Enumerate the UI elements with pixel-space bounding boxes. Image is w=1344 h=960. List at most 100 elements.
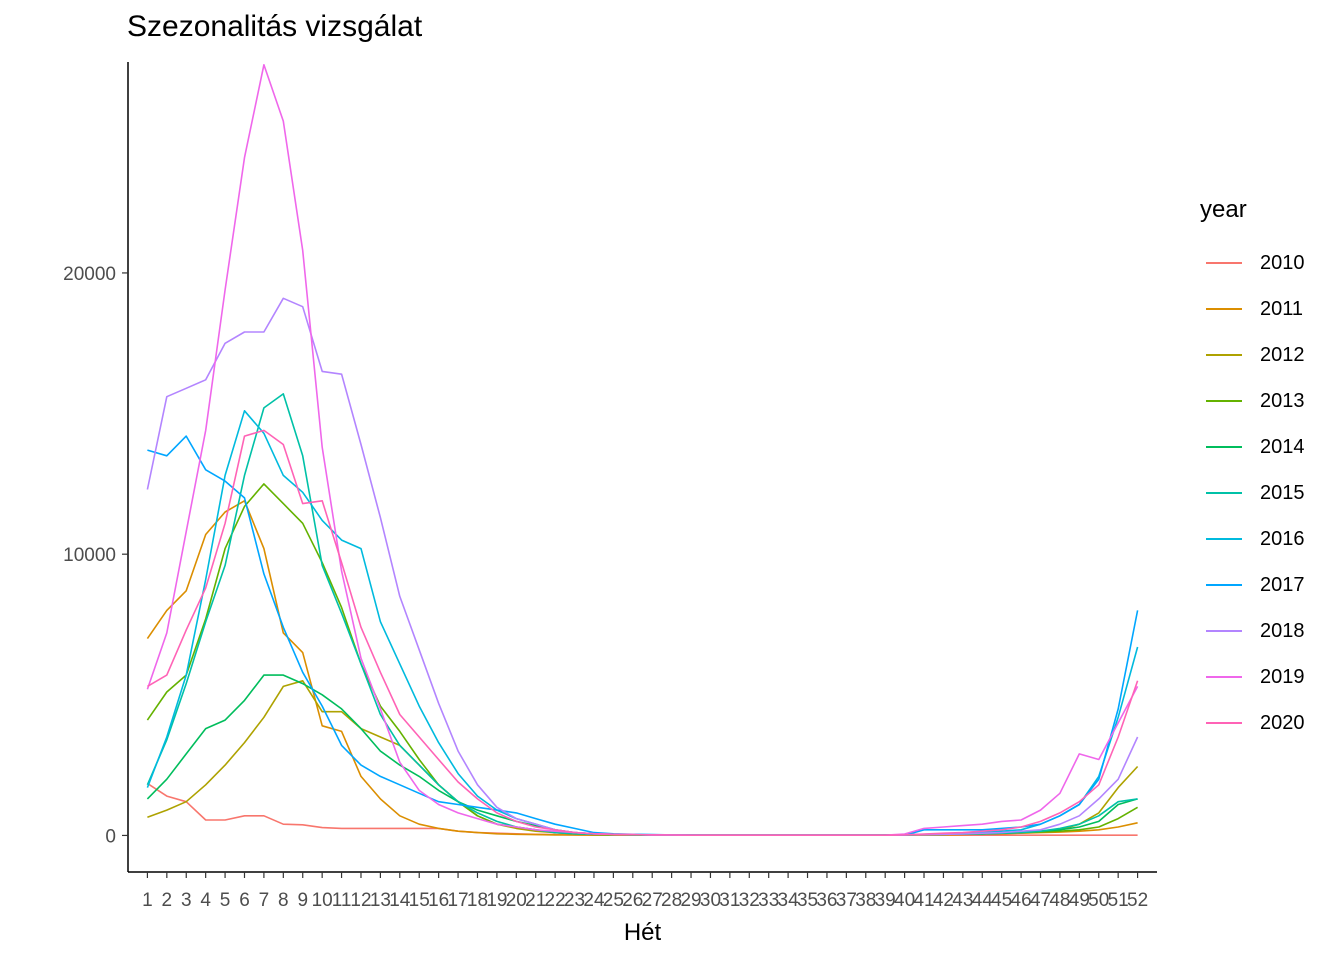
x-tick-label: 19: [486, 890, 507, 911]
legend-item-2020: 2020: [1200, 700, 1305, 746]
x-tick-label: 29: [680, 890, 701, 911]
x-tick-label: 4: [200, 890, 211, 911]
x-tick-label: 44: [972, 890, 994, 911]
x-tick-label: 28: [661, 890, 682, 911]
x-tick-label: 26: [622, 890, 643, 911]
x-tick-label: 2: [162, 890, 173, 911]
legend-item-2019: 2019: [1200, 654, 1305, 700]
series-line-2018: [146, 297, 1139, 837]
x-axis-title: Hét: [624, 919, 662, 946]
x-tick-label: 5: [220, 890, 231, 911]
x-tick-label: 17: [447, 890, 468, 911]
legend-label: 2017: [1260, 573, 1305, 596]
legend-item-2016: 2016: [1200, 516, 1305, 562]
x-tick-label: 39: [875, 890, 896, 911]
legend-label: 2011: [1260, 297, 1304, 320]
series-line-2010: [146, 782, 1138, 837]
series-line-2015: [146, 393, 1138, 837]
legend-key: [1206, 354, 1242, 356]
legend-key: [1206, 538, 1242, 540]
x-tick-label: 30: [700, 890, 721, 911]
series-line-2020: [146, 429, 1139, 837]
x-tick-label: 16: [428, 890, 449, 911]
legend-key: [1206, 722, 1242, 724]
legend-item-2018: 2018: [1200, 608, 1305, 654]
x-tick-label: 25: [603, 890, 624, 911]
legend-item-2017: 2017: [1200, 562, 1305, 608]
x-tick-label: 37: [836, 890, 857, 911]
legend-label: 2015: [1260, 481, 1305, 504]
x-tick-label: 32: [739, 890, 760, 911]
series-line-2014: [146, 674, 1138, 837]
legend-key: [1206, 400, 1242, 402]
legend-item-2014: 2014: [1200, 424, 1305, 470]
series-line-2012: [147, 679, 1139, 837]
legend-key: [1206, 492, 1242, 494]
legend-item-2015: 2015: [1200, 470, 1305, 516]
legend-label: 2014: [1260, 435, 1305, 458]
x-tick-label: 12: [350, 890, 371, 911]
x-tick-label: 31: [719, 890, 740, 911]
x-tick-label: 27: [642, 890, 663, 911]
x-tick-label: 15: [409, 890, 430, 911]
legend: year 2010 2011 2012 2013 2014 2015 2016 2017 201…: [1200, 196, 1305, 746]
x-tick-label: 33: [758, 890, 779, 911]
x-tick-label: 3: [181, 890, 192, 911]
legend-item-2013: 2013: [1200, 378, 1305, 424]
legend-label: 2016: [1260, 527, 1305, 550]
legend-key: [1206, 676, 1242, 678]
x-tick-label: 47: [1030, 890, 1051, 911]
legend-items: 2010 2011 2012 2013 2014 2015 2016 2017 2018 2019…: [1200, 240, 1305, 746]
legend-label: 2018: [1260, 619, 1305, 642]
x-tick-label: 35: [797, 890, 818, 911]
x-tick-label: 13: [370, 890, 391, 911]
x-tick-label: 11: [332, 890, 352, 911]
series-line-2019: [146, 64, 1139, 837]
legend-key: [1206, 446, 1242, 448]
legend-item-2012: 2012: [1200, 332, 1305, 378]
y-tick-label: 20000: [63, 264, 116, 285]
x-tick-label: 38: [855, 890, 876, 911]
x-tick-label: 14: [389, 890, 411, 911]
x-tick-label: 18: [467, 890, 488, 911]
legend-label: 2020: [1260, 711, 1305, 734]
x-tick-label: 34: [778, 890, 800, 911]
x-tick-label: 22: [545, 890, 566, 911]
x-axis-ticks: 1 2 3 4 5 6 7 8 9 1011121314151617181920212223242…: [142, 872, 1148, 911]
x-tick-label: 42: [933, 890, 954, 911]
legend-label: 2012: [1260, 343, 1305, 366]
x-tick-label: 52: [1127, 890, 1148, 911]
legend-item-2011: 2011: [1200, 286, 1305, 332]
x-tick-label: 49: [1069, 890, 1090, 911]
y-tick-label: 0: [105, 826, 116, 847]
legend-key: [1206, 308, 1242, 310]
x-tick-label: 51: [1108, 890, 1129, 911]
x-tick-label: 43: [952, 890, 973, 911]
series-line-2017: [147, 435, 1139, 837]
x-tick-label: 36: [816, 890, 837, 911]
legend-label: 2010: [1260, 251, 1305, 274]
x-tick-label: 21: [525, 890, 546, 911]
x-tick-label: 40: [894, 890, 915, 911]
series-line-2011: [146, 499, 1138, 837]
x-tick-label: 48: [1049, 890, 1070, 911]
legend-title: year: [1200, 196, 1247, 223]
x-tick-label: 41: [913, 890, 934, 911]
series-line-2013: [146, 483, 1139, 837]
x-tick-label: 50: [1088, 890, 1109, 911]
x-tick-label: 24: [583, 890, 605, 911]
series-line-2016: [146, 409, 1139, 837]
chart-title: Szezonalitás vizsgálat: [127, 10, 423, 43]
y-axis-ticks: 0 10000 20000: [63, 264, 128, 847]
x-tick-label: 7: [259, 890, 270, 911]
x-tick-label: 6: [239, 890, 250, 911]
x-tick-label: 9: [297, 890, 308, 911]
x-tick-label: 1: [142, 890, 153, 911]
x-tick-label: 20: [506, 890, 527, 911]
x-tick-label: 10: [312, 890, 333, 911]
series-layer: [146, 64, 1139, 837]
legend-key: [1206, 584, 1242, 586]
x-tick-label: 8: [278, 890, 289, 911]
legend-key: [1206, 630, 1242, 632]
